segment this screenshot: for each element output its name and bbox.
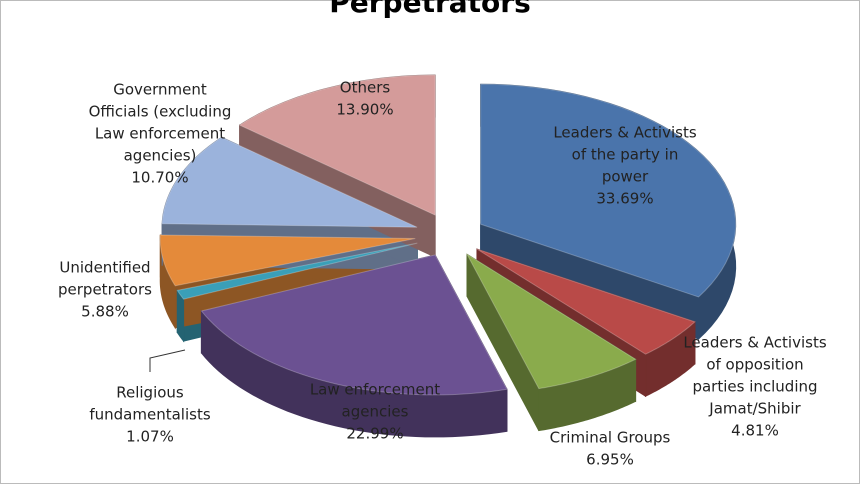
- slice-label: perpetrators: [58, 281, 152, 299]
- slice: [480, 83, 737, 298]
- slice: [200, 254, 508, 396]
- slice-label: Others: [340, 79, 391, 97]
- slice-label: Government: [113, 81, 207, 99]
- leader-line: [149, 349, 186, 372]
- slice-label: parties including: [692, 378, 817, 396]
- value-label: 6.95%: [586, 451, 634, 469]
- value-label: 10.70%: [131, 169, 188, 187]
- slice-label: Leaders & Activists: [683, 334, 827, 352]
- slice-label: Religious: [116, 384, 184, 402]
- slice-label: agencies): [124, 147, 197, 165]
- slice-label: Officials (excluding: [89, 103, 232, 121]
- slice-label: Unidentified: [59, 259, 150, 277]
- slice-label: agencies: [342, 403, 409, 421]
- value-label: 1.07%: [126, 428, 174, 446]
- slice-label: Criminal Groups: [550, 429, 671, 447]
- slice: [161, 136, 418, 228]
- slice: [476, 248, 696, 355]
- slice: [176, 242, 418, 300]
- slice-label: power: [602, 168, 649, 186]
- value-label: 33.69%: [596, 190, 653, 208]
- value-label: 4.81%: [731, 422, 779, 440]
- slice: [238, 74, 436, 216]
- slice-label: fundamentalists: [89, 406, 210, 424]
- slice: [465, 252, 637, 390]
- slice-label: Leaders & Activists: [553, 124, 697, 142]
- slice-label: Law enforcement: [310, 381, 440, 399]
- slice-label: of the party in: [572, 146, 679, 164]
- slice-side: [645, 320, 696, 397]
- value-label: 22.99%: [346, 425, 403, 443]
- chart-title: Perpetrators: [329, 0, 531, 19]
- slice-label: Law enforcement: [95, 125, 225, 143]
- slice-label: of opposition: [706, 356, 803, 374]
- slice: [159, 234, 416, 287]
- value-label: 5.88%: [81, 303, 129, 321]
- slice-label: Jamat/Shibir: [708, 400, 801, 418]
- value-label: 13.90%: [336, 101, 393, 119]
